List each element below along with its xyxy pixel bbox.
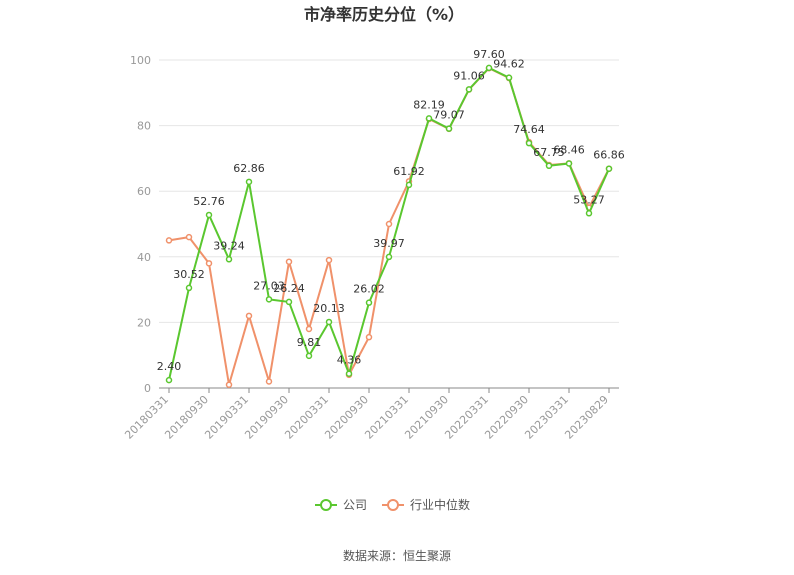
data-point[interactable] — [385, 220, 393, 228]
data-point[interactable] — [525, 139, 533, 147]
data-point[interactable] — [565, 160, 573, 167]
y-tick-label: 60 — [137, 185, 151, 198]
data-point[interactable] — [585, 210, 593, 217]
data-point[interactable] — [445, 125, 453, 132]
data-point[interactable] — [265, 296, 273, 303]
data-point[interactable] — [385, 253, 393, 261]
data-point[interactable] — [325, 256, 333, 264]
legend-marker — [320, 499, 332, 511]
y-tick-label: 0 — [144, 382, 151, 395]
legend-marker — [387, 499, 399, 511]
y-tick-label: 80 — [137, 120, 151, 133]
data-point[interactable] — [265, 378, 273, 385]
data-point[interactable] — [185, 233, 193, 241]
grid — [159, 59, 619, 323]
data-label: 82.19 — [413, 98, 445, 111]
data-point[interactable] — [225, 381, 233, 388]
data-point[interactable] — [345, 370, 353, 377]
data-label: 9.81 — [297, 336, 322, 349]
data-point[interactable] — [285, 298, 293, 306]
y-tick-label: 20 — [137, 316, 151, 329]
data-label: 52.76 — [193, 195, 225, 208]
data-point[interactable] — [305, 352, 313, 360]
data-point[interactable] — [325, 318, 333, 326]
data-label: 2.40 — [157, 360, 182, 373]
y-axis: 0 20 40 60 80 100 — [130, 54, 151, 395]
data-point[interactable] — [305, 325, 313, 333]
data-point[interactable] — [465, 86, 473, 93]
data-label: 39.97 — [373, 237, 405, 250]
x-axis: 2018033120180930201903312019093020200331… — [122, 387, 619, 442]
chart-title: 市净率历史分位（%） — [304, 5, 464, 24]
legend-label: 行业中位数 — [410, 497, 470, 512]
data-point[interactable] — [165, 237, 173, 244]
legend-label: 公司 — [343, 498, 367, 512]
data-point[interactable] — [165, 376, 173, 384]
data-label: 94.62 — [493, 58, 525, 71]
data-label: 39.24 — [213, 239, 245, 252]
legend-item-industry-median[interactable]: 行业中位数 — [382, 497, 470, 512]
data-point[interactable] — [425, 115, 433, 122]
data-point[interactable] — [205, 211, 213, 219]
data-label: 61.92 — [393, 165, 425, 178]
data-label: 20.13 — [313, 302, 345, 315]
data-point[interactable] — [245, 312, 253, 320]
x-tick-label: 20230829 — [562, 393, 611, 442]
data-label: 4.36 — [337, 354, 362, 367]
data-point[interactable] — [285, 258, 293, 265]
data-point[interactable] — [365, 333, 373, 341]
data-point[interactable] — [225, 256, 233, 263]
data-label: 53.27 — [573, 193, 605, 206]
data-point[interactable] — [545, 162, 553, 170]
data-label: 74.64 — [513, 123, 545, 136]
data-point[interactable] — [205, 260, 213, 267]
data-label: 62.86 — [233, 162, 265, 175]
data-label: 30.52 — [173, 268, 205, 281]
data-point[interactable] — [505, 74, 513, 81]
legend[interactable]: 公司 行业中位数 — [315, 497, 470, 512]
legend-item-company[interactable]: 公司 — [315, 498, 367, 512]
data-point[interactable] — [485, 64, 493, 72]
data-point[interactable] — [605, 165, 613, 172]
data-label: 66.86 — [593, 149, 625, 162]
data-point[interactable] — [185, 284, 193, 292]
data-label: 67.75 — [533, 146, 565, 159]
data-label: 91.06 — [453, 69, 485, 82]
y-tick-label: 100 — [130, 54, 151, 67]
source-note: 数据来源：恒生聚源 — [343, 548, 451, 563]
series-lines — [165, 64, 613, 388]
data-label: 68.46 — [553, 143, 585, 156]
data-point[interactable] — [245, 178, 253, 186]
data-label: 97.60 — [473, 48, 505, 61]
data-point[interactable] — [405, 181, 413, 189]
data-label: 79.07 — [433, 109, 465, 122]
data-label: 26.02 — [353, 283, 385, 296]
data-point[interactable] — [365, 299, 373, 306]
data-label: 27.03 — [253, 279, 285, 292]
y-tick-label: 40 — [137, 251, 151, 264]
data-label: 26.24 — [273, 282, 305, 295]
